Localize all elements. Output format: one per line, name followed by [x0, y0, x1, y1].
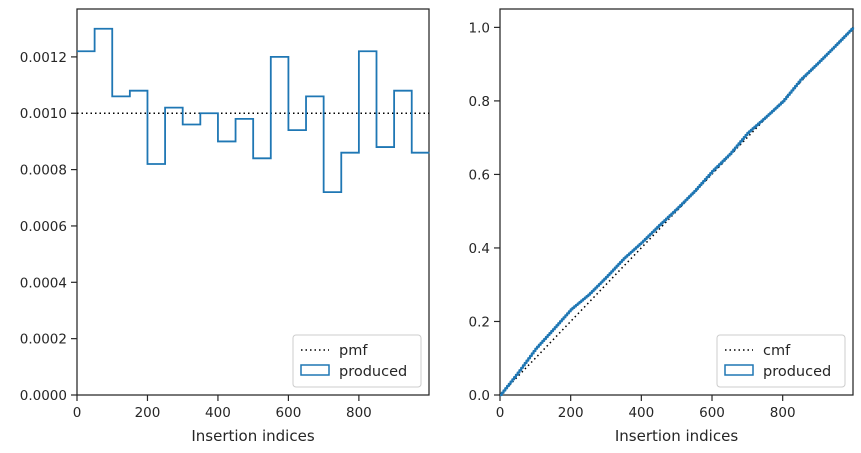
x-tick-label: 200 — [558, 405, 584, 421]
y-tick-label: 0.0012 — [20, 50, 67, 66]
legend-produced-label: produced — [763, 364, 831, 380]
produced-histogram — [77, 27, 430, 194]
x-tick-label: 800 — [346, 405, 372, 421]
produced-cumulative-line — [500, 27, 855, 397]
legend-box — [716, 334, 846, 388]
x-tick-label: 800 — [770, 405, 796, 421]
y-tick-label: 0.0008 — [20, 163, 67, 179]
legend-cmf-label: cmf — [763, 343, 791, 359]
x-tick-label: 0 — [496, 405, 505, 421]
y-tick-label: 0.0004 — [20, 275, 67, 291]
legend-produced-swatch — [300, 364, 330, 376]
x-tick-label: 200 — [135, 405, 161, 421]
y-tick-label: 1.0 — [469, 20, 490, 36]
plot-frame — [499, 8, 854, 396]
x-axis-label: Insertion indices — [191, 427, 314, 445]
y-tick-label: 0.0 — [469, 388, 490, 404]
x-tick-label: 400 — [628, 405, 654, 421]
y-tick-label: 0.8 — [469, 94, 490, 110]
legend-box — [292, 334, 422, 388]
cmf-panel: 0 200 400 600 800 0.0 0.2 0.4 0.6 0.8 1.0 Insertion… — [469, 8, 855, 445]
y-tick-label: 0.0010 — [20, 106, 67, 122]
legend-produced-label: produced — [339, 364, 407, 380]
y-tick-label: 0.0006 — [20, 219, 67, 235]
x-tick-label: 600 — [699, 405, 725, 421]
y-tick-label: 0.0000 — [20, 388, 67, 404]
y-tick-label: 0.6 — [469, 167, 490, 183]
x-tick-label: 0 — [73, 405, 82, 421]
x-tick-label: 600 — [276, 405, 302, 421]
y-tick-label: 0.2 — [469, 314, 490, 330]
legend-produced-swatch — [724, 364, 754, 376]
pmf-histogram-panel: 0 200 400 600 800 0.0000 0.0002 0.0004 0.0006 0.0… — [20, 8, 430, 445]
x-axis-label: Insertion indices — [615, 427, 738, 445]
x-tick-label: 400 — [205, 405, 231, 421]
y-tick-label: 0.0002 — [20, 332, 67, 348]
plot-frame — [76, 8, 430, 396]
legend-pmf-label: pmf — [339, 343, 368, 359]
y-tick-label: 0.4 — [469, 241, 490, 257]
